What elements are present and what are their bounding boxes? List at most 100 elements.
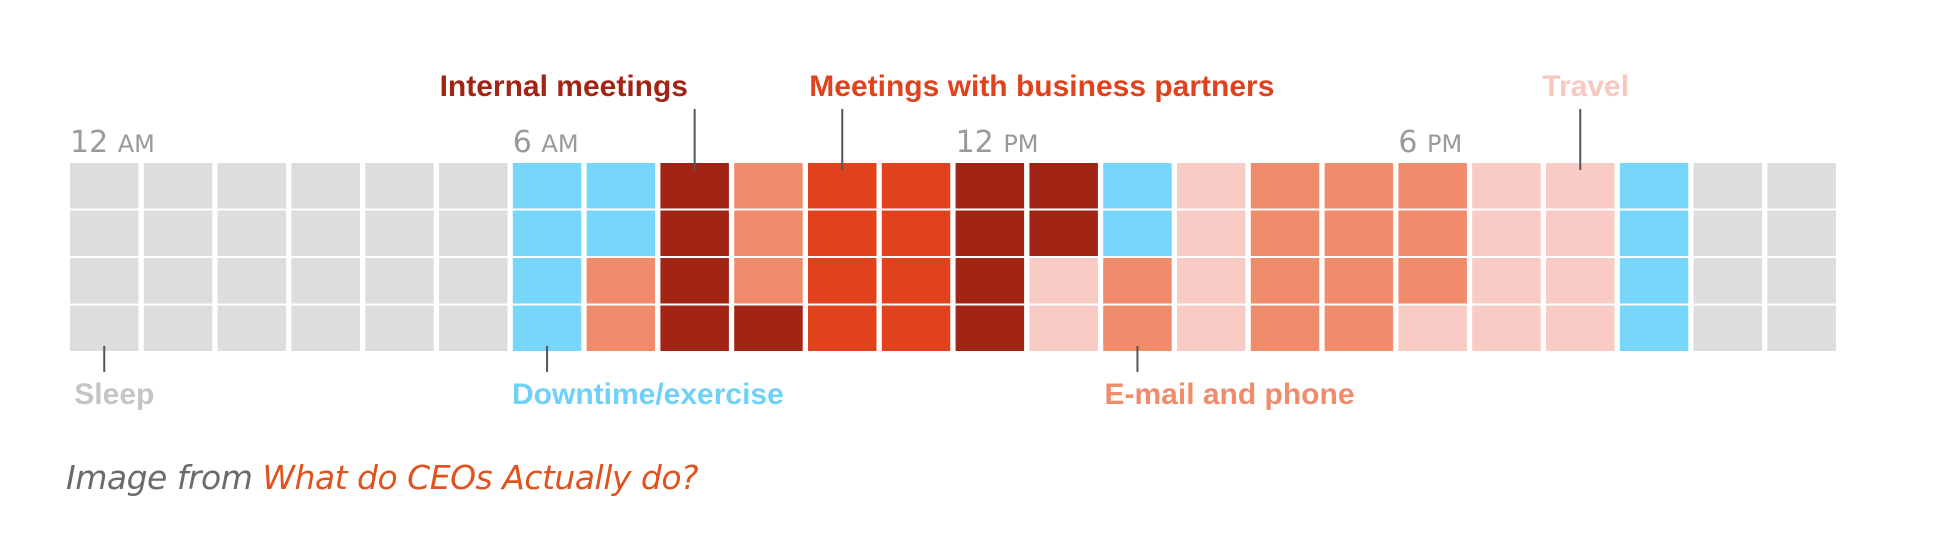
cell-h8-q1-internal bbox=[660, 163, 729, 209]
cell-h9-q1-email bbox=[734, 163, 803, 209]
cell-h8-q4-internal bbox=[660, 305, 729, 351]
cell-h15-q1-travel bbox=[1177, 163, 1246, 209]
cell-h7-q2-downtime bbox=[586, 210, 656, 256]
partners-label: Meetings with business partners bbox=[809, 70, 1274, 103]
cell-h13-q1-internal bbox=[1029, 163, 1098, 209]
cell-h21-q4-downtime bbox=[1619, 305, 1689, 351]
cell-h4-q4-sleep bbox=[365, 305, 434, 351]
cell-h4-q2-sleep bbox=[365, 210, 434, 256]
cell-h23-q1-sleep bbox=[1767, 163, 1836, 209]
time-label-1: 6 AM bbox=[513, 125, 579, 160]
cell-h23-q2-sleep bbox=[1767, 210, 1836, 256]
cell-h9-q3-email bbox=[734, 258, 803, 304]
cell-h13-q2-internal bbox=[1029, 210, 1098, 256]
cell-h19-q1-travel bbox=[1472, 163, 1541, 209]
cell-h14-q4-email bbox=[1103, 305, 1172, 351]
cell-h23-q3-sleep bbox=[1767, 258, 1836, 304]
cell-h22-q1-sleep bbox=[1693, 163, 1763, 209]
cell-h15-q3-travel bbox=[1177, 258, 1246, 304]
downtime-label: Downtime/exercise bbox=[512, 378, 784, 411]
cell-h9-q4-internal bbox=[734, 305, 803, 351]
cell-h13-q3-travel bbox=[1029, 258, 1098, 304]
cell-h1-q3-sleep bbox=[143, 258, 213, 304]
cell-h3-q4-sleep bbox=[291, 305, 360, 351]
cell-h6-q2-downtime bbox=[512, 210, 582, 256]
cell-h18-q4-travel bbox=[1398, 305, 1467, 351]
cell-h0-q3-sleep bbox=[70, 258, 139, 304]
cell-h6-q3-downtime bbox=[512, 258, 582, 304]
cell-h17-q1-email bbox=[1324, 163, 1394, 209]
cell-h5-q1-sleep bbox=[439, 163, 508, 209]
cell-h2-q3-sleep bbox=[217, 258, 287, 304]
cell-h2-q2-sleep bbox=[217, 210, 287, 256]
cell-h0-q2-sleep bbox=[70, 210, 139, 256]
cell-h18-q2-email bbox=[1398, 210, 1467, 256]
cell-h17-q3-email bbox=[1324, 258, 1394, 304]
cell-h10-q2-partners bbox=[808, 210, 877, 256]
cell-h20-q2-travel bbox=[1546, 210, 1615, 256]
cell-h22-q3-sleep bbox=[1693, 258, 1763, 304]
cell-h13-q4-travel bbox=[1029, 305, 1098, 351]
cell-h5-q4-sleep bbox=[439, 305, 508, 351]
cell-h10-q4-partners bbox=[808, 305, 877, 351]
cell-h16-q1-email bbox=[1250, 163, 1320, 209]
cell-h0-q4-sleep bbox=[70, 305, 139, 351]
cell-h20-q3-travel bbox=[1546, 258, 1615, 304]
cell-h12-q1-internal bbox=[955, 163, 1025, 209]
ceo-day-heatmap: 12 AM 6 AM 12 PM 6 PM Sleep Downtime/exercise… bbox=[70, 70, 1836, 411]
cell-h17-q4-email bbox=[1324, 305, 1394, 351]
cell-h20-q1-travel bbox=[1546, 163, 1615, 209]
cell-h0-q1-sleep bbox=[70, 163, 139, 209]
cell-h21-q3-downtime bbox=[1619, 258, 1689, 304]
source-link[interactable]: What do CEOs Actually do? bbox=[262, 458, 699, 497]
cell-h2-q4-sleep bbox=[217, 305, 287, 351]
internal-label: Internal meetings bbox=[440, 70, 688, 103]
travel-label: Travel bbox=[1542, 70, 1629, 103]
cell-h22-q2-sleep bbox=[1693, 210, 1763, 256]
sleep-label: Sleep bbox=[74, 378, 154, 411]
cell-h16-q3-email bbox=[1250, 258, 1320, 304]
cell-h10-q1-partners bbox=[808, 163, 877, 209]
cell-h4-q1-sleep bbox=[365, 163, 434, 209]
cell-h21-q2-downtime bbox=[1619, 210, 1689, 256]
cell-h10-q3-partners bbox=[808, 258, 877, 304]
time-label-2: 12 PM bbox=[956, 125, 1039, 160]
cell-h18-q3-email bbox=[1398, 258, 1467, 304]
cell-h11-q1-partners bbox=[881, 163, 951, 209]
cell-h22-q4-sleep bbox=[1693, 305, 1763, 351]
cell-h20-q4-travel bbox=[1546, 305, 1615, 351]
cell-h2-q1-sleep bbox=[217, 163, 287, 209]
cell-h16-q4-email bbox=[1250, 305, 1320, 351]
cell-h8-q2-internal bbox=[660, 210, 729, 256]
cell-h3-q2-sleep bbox=[291, 210, 360, 256]
cell-h12-q3-internal bbox=[955, 258, 1025, 304]
cell-h9-q2-email bbox=[734, 210, 803, 256]
cell-h15-q2-travel bbox=[1177, 210, 1246, 256]
cell-h5-q2-sleep bbox=[439, 210, 508, 256]
cell-h11-q4-partners bbox=[881, 305, 951, 351]
cell-h17-q2-email bbox=[1324, 210, 1394, 256]
cell-h12-q4-internal bbox=[955, 305, 1025, 351]
cell-h15-q4-travel bbox=[1177, 305, 1246, 351]
cell-h11-q2-partners bbox=[881, 210, 951, 256]
cell-h3-q3-sleep bbox=[291, 258, 360, 304]
cell-h19-q3-travel bbox=[1472, 258, 1541, 304]
cell-h1-q2-sleep bbox=[143, 210, 213, 256]
time-label-0: 12 AM bbox=[70, 125, 155, 160]
cell-h19-q2-travel bbox=[1472, 210, 1541, 256]
cell-h6-q4-downtime bbox=[512, 305, 582, 351]
cell-h14-q1-downtime bbox=[1103, 163, 1172, 209]
image-caption: Image from What do CEOs Actually do? bbox=[66, 458, 699, 497]
cell-h12-q2-internal bbox=[955, 210, 1025, 256]
cell-h11-q3-partners bbox=[881, 258, 951, 304]
cell-h5-q3-sleep bbox=[439, 258, 508, 304]
cell-h19-q4-travel bbox=[1472, 305, 1541, 351]
cell-h8-q3-internal bbox=[660, 258, 729, 304]
cell-h16-q2-email bbox=[1250, 210, 1320, 256]
cell-h7-q3-email bbox=[586, 258, 656, 304]
cell-h1-q1-sleep bbox=[143, 163, 213, 209]
cell-h3-q1-sleep bbox=[291, 163, 360, 209]
cell-h18-q1-email bbox=[1398, 163, 1467, 209]
cell-h6-q1-downtime bbox=[512, 163, 582, 209]
cell-h4-q3-sleep bbox=[365, 258, 434, 304]
